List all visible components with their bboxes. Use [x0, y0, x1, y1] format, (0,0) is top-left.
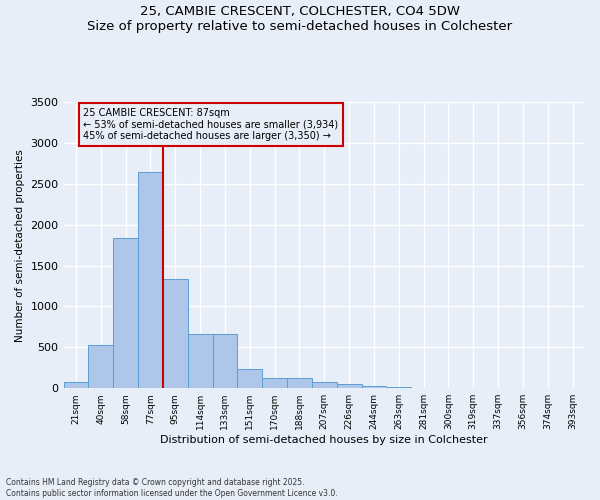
Bar [287, 378, 312, 388]
Bar [88, 345, 113, 388]
Text: 25, CAMBIE CRESCENT, COLCHESTER, CO4 5DW
Size of property relative to semi-detac: 25, CAMBIE CRESCENT, COLCHESTER, CO4 5DW… [88, 5, 512, 33]
Bar [212, 334, 238, 388]
Text: Contains HM Land Registry data © Crown copyright and database right 2025.
Contai: Contains HM Land Registry data © Crown c… [6, 478, 338, 498]
Bar [64, 382, 88, 388]
Bar [188, 334, 212, 388]
Bar [238, 369, 262, 388]
X-axis label: Distribution of semi-detached houses by size in Colchester: Distribution of semi-detached houses by … [160, 435, 488, 445]
Bar [138, 172, 163, 388]
Bar [337, 384, 362, 388]
Bar [362, 386, 386, 388]
Y-axis label: Number of semi-detached properties: Number of semi-detached properties [15, 148, 25, 342]
Bar [113, 238, 138, 388]
Bar [163, 278, 188, 388]
Bar [262, 378, 287, 388]
Text: 25 CAMBIE CRESCENT: 87sqm
← 53% of semi-detached houses are smaller (3,934)
45% : 25 CAMBIE CRESCENT: 87sqm ← 53% of semi-… [83, 108, 338, 141]
Bar [312, 382, 337, 388]
